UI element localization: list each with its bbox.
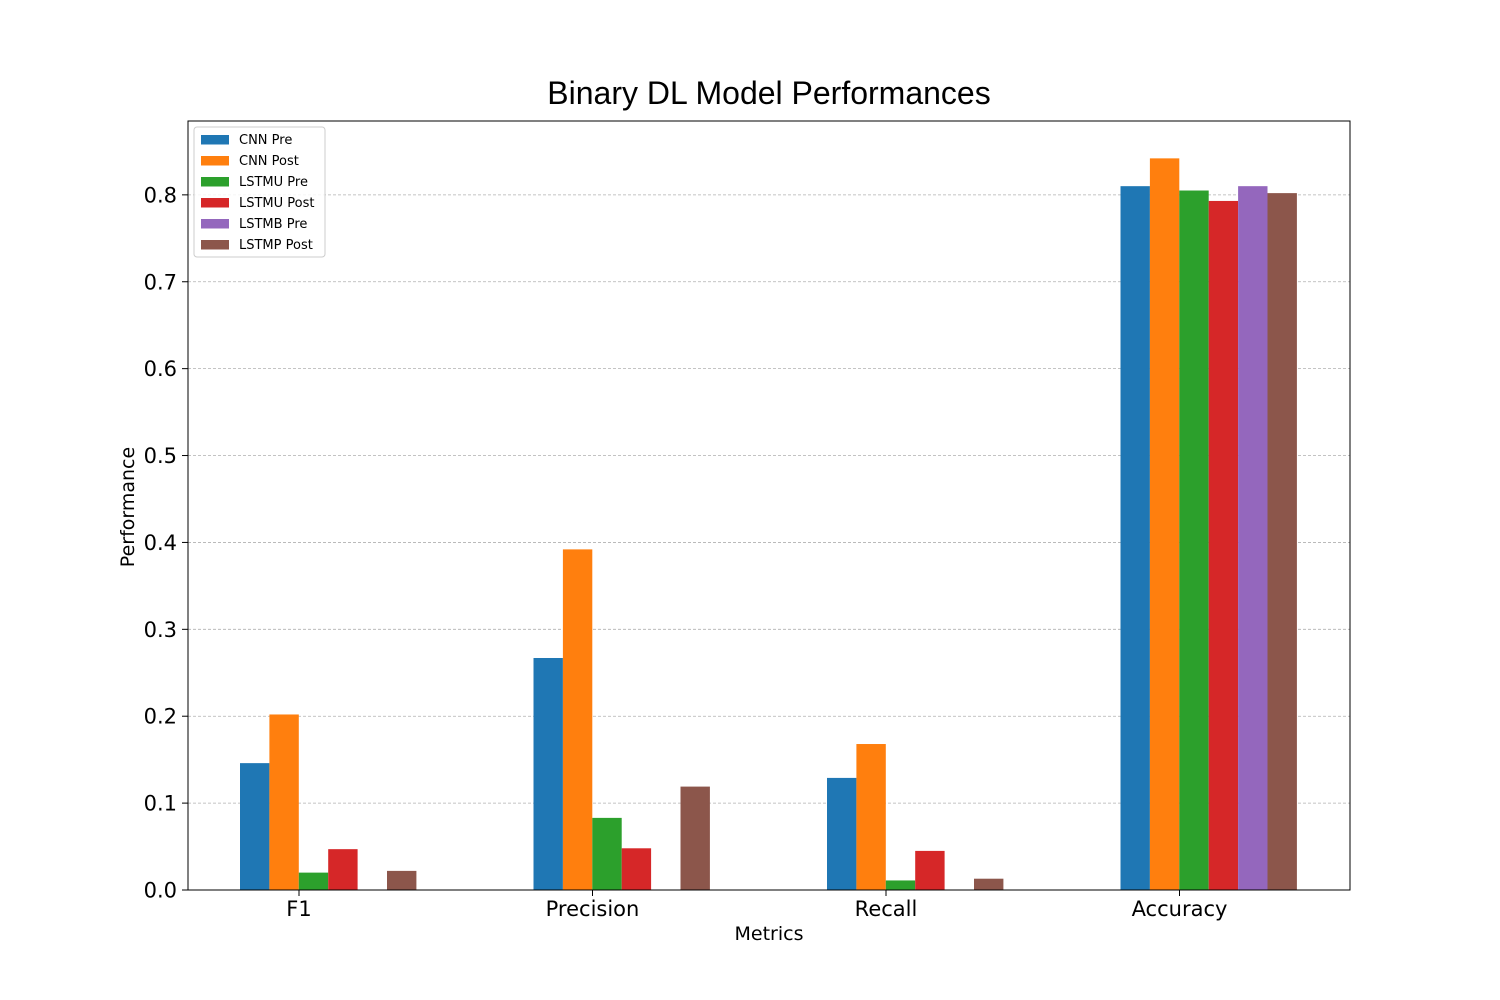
y-tick-label: 0.7 — [144, 270, 177, 294]
y-tick-label: 0.3 — [144, 618, 177, 642]
plot-frame — [187, 120, 1351, 891]
bar-lstmu-pre-accuracy — [1179, 190, 1209, 890]
bar-lstmp-post-precision — [680, 786, 710, 890]
y-axis-label: Performance — [117, 447, 139, 567]
y-tick-label: 0.2 — [144, 705, 177, 729]
legend-entry: LSTMB Pre — [239, 217, 307, 232]
legend-swatch — [201, 240, 229, 250]
y-tick-label: 0.0 — [144, 879, 177, 903]
bar-cnn-post-accuracy — [1149, 158, 1180, 891]
legend: CNN Pre CNN Post LSTMU Pre LSTMU Post LSTMB … — [193, 126, 326, 258]
bar-lstmu-pre-precision — [592, 817, 622, 890]
bar-lstmu-post-accuracy — [1208, 200, 1239, 891]
bar-cnn-post-f1 — [269, 714, 299, 890]
bar-cnn-post-precision — [562, 549, 593, 890]
legend-swatch — [201, 219, 229, 229]
legend-swatch — [201, 198, 229, 208]
y-tick-label: 0.4 — [144, 531, 177, 555]
bar-cnn-pre-recall — [827, 777, 857, 890]
x-tick-label: Accuracy — [1132, 897, 1228, 921]
bar-lstmp-post-recall — [974, 878, 1004, 890]
y-axis-ticks: 0.0 0.1 0.2 0.3 0.4 0.5 0.6 0.7 0.8 — [144, 183, 188, 903]
x-axis-ticks: F1 Precision Recall Accuracy — [286, 890, 1227, 921]
bar-lstmp-post-accuracy — [1267, 193, 1297, 890]
y-tick-label: 0.5 — [144, 444, 177, 468]
y-tick-label: 0.6 — [144, 357, 177, 381]
legend-swatch — [201, 156, 229, 166]
bar-cnn-post-recall — [856, 744, 886, 890]
bar-cnn-pre-precision — [533, 657, 563, 890]
bar-lstmb-pre-accuracy — [1238, 186, 1268, 890]
y-tick-label: 0.1 — [144, 792, 177, 816]
bar-lstmu-pre-f1 — [298, 872, 329, 890]
bar-cnn-pre-f1 — [240, 763, 270, 890]
x-tick-label: F1 — [286, 897, 311, 921]
legend-swatch — [201, 177, 229, 187]
legend-entry: LSTMU Pre — [239, 175, 308, 190]
x-tick-label: Precision — [546, 897, 640, 921]
legend-entry: CNN Pre — [239, 133, 292, 148]
chart-title: Binary DL Model Performances — [547, 75, 990, 111]
bar-lstmu-post-recall — [915, 850, 945, 890]
bar-lstmu-pre-recall — [885, 880, 916, 890]
x-axis-label: Metrics — [735, 923, 804, 945]
legend-entry: LSTMP Post — [239, 238, 313, 253]
x-tick-label: Recall — [855, 897, 918, 921]
bar-lstmp-post-f1 — [387, 870, 417, 890]
legend-entry: CNN Post — [239, 154, 299, 169]
y-tick-label: 0.8 — [144, 183, 177, 207]
bar-lstmu-post-f1 — [328, 849, 358, 890]
bar-lstmu-post-precision — [621, 848, 652, 890]
grid-lines — [188, 194, 1350, 804]
bar-cnn-pre-accuracy — [1120, 186, 1150, 890]
legend-entry: LSTMU Post — [239, 196, 315, 211]
bars — [240, 158, 1297, 891]
legend-swatch — [201, 135, 229, 145]
